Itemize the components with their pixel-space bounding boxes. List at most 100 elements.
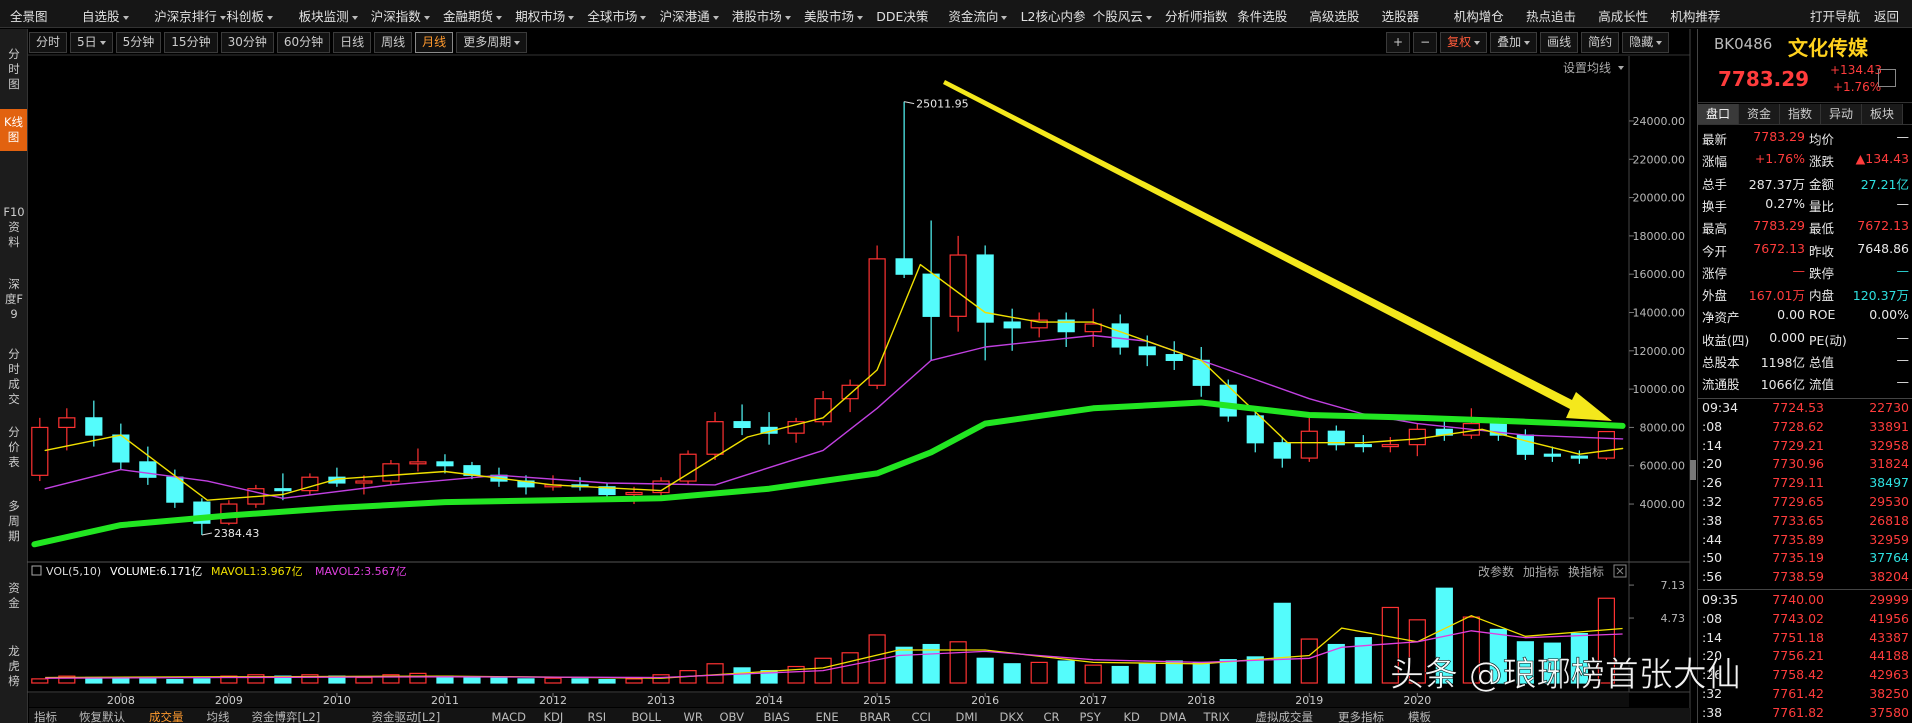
indicator-tab[interactable]: PSY bbox=[1080, 710, 1102, 723]
panel-tab[interactable]: 资金 bbox=[1739, 104, 1780, 124]
menu-item[interactable]: 美股市场 bbox=[804, 6, 864, 25]
tool-button[interactable]: 叠加 bbox=[1490, 32, 1538, 53]
indicator-tab[interactable]: DMI bbox=[956, 710, 978, 723]
sidebar-item[interactable]: 分价表 bbox=[8, 425, 20, 469]
menu-item[interactable]: 机构增仓 bbox=[1453, 9, 1504, 24]
trade-volume: 37580 bbox=[1869, 704, 1909, 720]
sidebar-item[interactable]: 分时成交 bbox=[8, 347, 20, 406]
indicator-tab[interactable]: MACD bbox=[492, 710, 527, 723]
menu-item[interactable]: 分析师指数 bbox=[1165, 9, 1228, 24]
tool-button[interactable]: 复权 bbox=[1440, 32, 1488, 53]
indicator-tab[interactable]: 虚拟成交量 bbox=[1256, 710, 1314, 723]
menu-item[interactable]: 选股器 bbox=[1381, 9, 1420, 24]
menu-item[interactable]: 沪深指数 bbox=[371, 6, 430, 25]
indicator-tab[interactable]: 成交量 bbox=[149, 710, 184, 723]
volume-bar bbox=[1462, 616, 1480, 684]
menu-item[interactable]: 全球市场 bbox=[587, 6, 647, 25]
sidebar-item[interactable]: 多周期 bbox=[8, 499, 20, 543]
menu-item[interactable]: 返回 bbox=[1874, 9, 1900, 24]
period-button[interactable]: 5日 bbox=[70, 32, 113, 53]
period-button[interactable]: 30分钟 bbox=[220, 32, 274, 53]
indicator-tab[interactable]: WR bbox=[684, 710, 703, 723]
indicator-tab[interactable]: DMA bbox=[1160, 710, 1187, 723]
indicator-tab[interactable]: CR bbox=[1044, 710, 1060, 723]
indicator-tab[interactable]: ENE bbox=[816, 710, 839, 723]
indicator-tab[interactable]: 模板 bbox=[1408, 710, 1431, 723]
period-button[interactable]: 日线 bbox=[333, 32, 372, 53]
volume-bar bbox=[841, 652, 859, 684]
sidebar-item[interactable]: 资金 bbox=[8, 581, 20, 610]
menu-item[interactable]: 高级选股 bbox=[1309, 9, 1360, 24]
panel-tab[interactable]: 盘口 bbox=[1698, 104, 1739, 124]
indicator-tab[interactable]: BIAS bbox=[764, 710, 790, 723]
scrollbar[interactable] bbox=[29, 693, 1629, 707]
tool-button[interactable]: 隐藏 bbox=[1622, 32, 1670, 53]
splitter-handle[interactable] bbox=[1690, 460, 1696, 480]
menu-item[interactable]: 科创板 bbox=[226, 6, 273, 25]
period-button[interactable]: 15分钟 bbox=[164, 32, 218, 53]
indicator-tab[interactable]: 指标 bbox=[34, 710, 57, 723]
tool-button[interactable]: − bbox=[1413, 32, 1438, 53]
tool-button[interactable]: + bbox=[1386, 32, 1411, 53]
period-button[interactable]: 60分钟 bbox=[276, 32, 331, 53]
sidebar-item[interactable]: 龙虎榜 bbox=[8, 644, 20, 688]
close-pane[interactable] bbox=[1613, 564, 1627, 578]
menu-item[interactable]: 自选股 bbox=[82, 6, 129, 25]
menu-item[interactable]: 条件选股 bbox=[1237, 9, 1288, 24]
y-tick-label: 6000.00 bbox=[1640, 460, 1686, 473]
sidebar-item[interactable]: F10资料 bbox=[3, 205, 25, 249]
volume-bar bbox=[1003, 663, 1021, 684]
dropdown-arrow bbox=[219, 15, 226, 20]
tool-button[interactable]: 画线 bbox=[1540, 32, 1579, 53]
indicator-tab[interactable]: 更多指标 bbox=[1338, 710, 1384, 723]
volume-bar bbox=[652, 674, 670, 684]
trade-time: :32 bbox=[1702, 686, 1723, 701]
indicator-tab[interactable]: BOLL bbox=[632, 710, 662, 723]
indicator-tab[interactable]: OBV bbox=[720, 710, 745, 723]
separator bbox=[1698, 589, 1912, 590]
period-button[interactable]: 5分钟 bbox=[115, 32, 162, 53]
indicator-tab[interactable]: 恢复默认 bbox=[79, 710, 125, 723]
menu-item[interactable]: 高成长性 bbox=[1598, 9, 1649, 24]
indicator-tab[interactable]: 资金博弈[L2] bbox=[252, 710, 321, 723]
menu-item[interactable]: 全景图 bbox=[10, 9, 48, 24]
indicator-tab[interactable]: 均线 bbox=[207, 710, 230, 723]
volume-legend: MAVOL1:3.967亿 bbox=[211, 565, 303, 578]
panel-tab[interactable]: 指数 bbox=[1780, 104, 1821, 124]
period-button[interactable]: 月线 bbox=[415, 32, 454, 53]
menu-item[interactable]: 金融期货 bbox=[443, 6, 503, 25]
sidebar-item[interactable]: 深度F9 bbox=[4, 277, 24, 321]
period-button[interactable]: 更多周期 bbox=[456, 32, 528, 53]
menu-item[interactable]: 期权市场 bbox=[515, 6, 575, 25]
indicator-tab[interactable]: TRIX bbox=[1203, 710, 1230, 723]
indicator-tab[interactable]: CCI bbox=[912, 710, 931, 723]
menu-item[interactable]: 热点追击 bbox=[1526, 9, 1577, 24]
add-button[interactable] bbox=[1878, 69, 1896, 87]
period-button[interactable]: 分时 bbox=[29, 32, 68, 53]
menu-item[interactable]: 资金流向 bbox=[948, 6, 1008, 25]
sidebar-item[interactable]: K线图 bbox=[0, 109, 27, 151]
indicator-tab[interactable]: RSI bbox=[588, 710, 607, 723]
last-price: 7783.29 bbox=[1718, 67, 1810, 91]
menu-item[interactable]: 沪深港通 bbox=[660, 6, 719, 25]
menu-item[interactable]: 板块监测 bbox=[299, 6, 358, 25]
indicator-tab[interactable]: BRAR bbox=[860, 710, 891, 723]
indicator-tab[interactable]: 资金驱动[L2] bbox=[372, 710, 441, 723]
trade-volume: 38497 bbox=[1869, 475, 1909, 491]
menu-item[interactable]: 沪深京排行 bbox=[154, 6, 226, 25]
sidebar-item[interactable]: 分时图 bbox=[8, 47, 20, 91]
menu-item[interactable]: 打开导航 bbox=[1810, 9, 1861, 24]
menu-item[interactable]: L2核心内参 bbox=[1020, 9, 1086, 24]
indicator-tab[interactable]: KDJ bbox=[544, 710, 564, 723]
menu-item[interactable]: 个股风云 bbox=[1093, 6, 1152, 25]
indicator-tab[interactable]: KD bbox=[1124, 710, 1141, 723]
tool-button[interactable]: 简约 bbox=[1581, 32, 1620, 53]
menu-item[interactable]: 机构推荐 bbox=[1670, 9, 1721, 24]
menu-item[interactable]: DDE决策 bbox=[876, 9, 929, 24]
menu-item[interactable]: 港股市场 bbox=[732, 6, 791, 25]
panel-tab[interactable]: 异动 bbox=[1821, 104, 1862, 124]
quote-label: 总股本 bbox=[1702, 355, 1740, 370]
panel-tab[interactable]: 板块 bbox=[1862, 104, 1903, 124]
period-button[interactable]: 周线 bbox=[374, 32, 413, 53]
indicator-tab[interactable]: DKX bbox=[1000, 710, 1024, 723]
